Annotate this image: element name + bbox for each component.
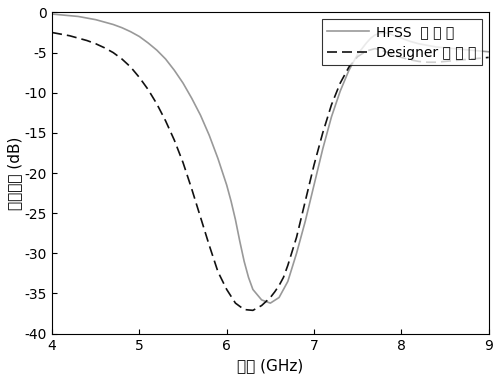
Y-axis label: 插入损耗 (dB): 插入损耗 (dB) [7,136,22,210]
HFSS  场 仿 真 [368,36,374,40]
HFSS  场 仿 真 [76,14,82,19]
Line: HFSS  场 仿 真: HFSS 场 仿 真 [52,14,488,303]
Designer 路 仿 真 [311,163,317,167]
Designer 路 仿 真 [442,59,448,64]
Designer 路 仿 真 [390,52,396,57]
Designer 路 仿 真 [328,103,334,107]
Designer 路 仿 真 [172,138,177,142]
HFSS  场 仿 真 [486,49,492,54]
HFSS  场 仿 真 [241,259,247,264]
Line: Designer 路 仿 真: Designer 路 仿 真 [52,33,488,310]
Legend: HFSS  场 仿 真, Designer 路 仿 真: HFSS 场 仿 真, Designer 路 仿 真 [322,19,482,65]
Designer 路 仿 真 [302,199,308,203]
HFSS  场 仿 真 [180,81,186,86]
HFSS  场 仿 真 [364,41,370,45]
Designer 路 仿 真 [49,30,55,35]
HFSS  场 仿 真 [268,301,274,306]
Designer 路 仿 真 [486,55,492,60]
Designer 路 仿 真 [250,308,256,313]
X-axis label: 频率 (GHz): 频率 (GHz) [237,358,304,373]
HFSS  场 仿 真 [66,13,72,18]
HFSS  场 仿 真 [49,12,55,16]
